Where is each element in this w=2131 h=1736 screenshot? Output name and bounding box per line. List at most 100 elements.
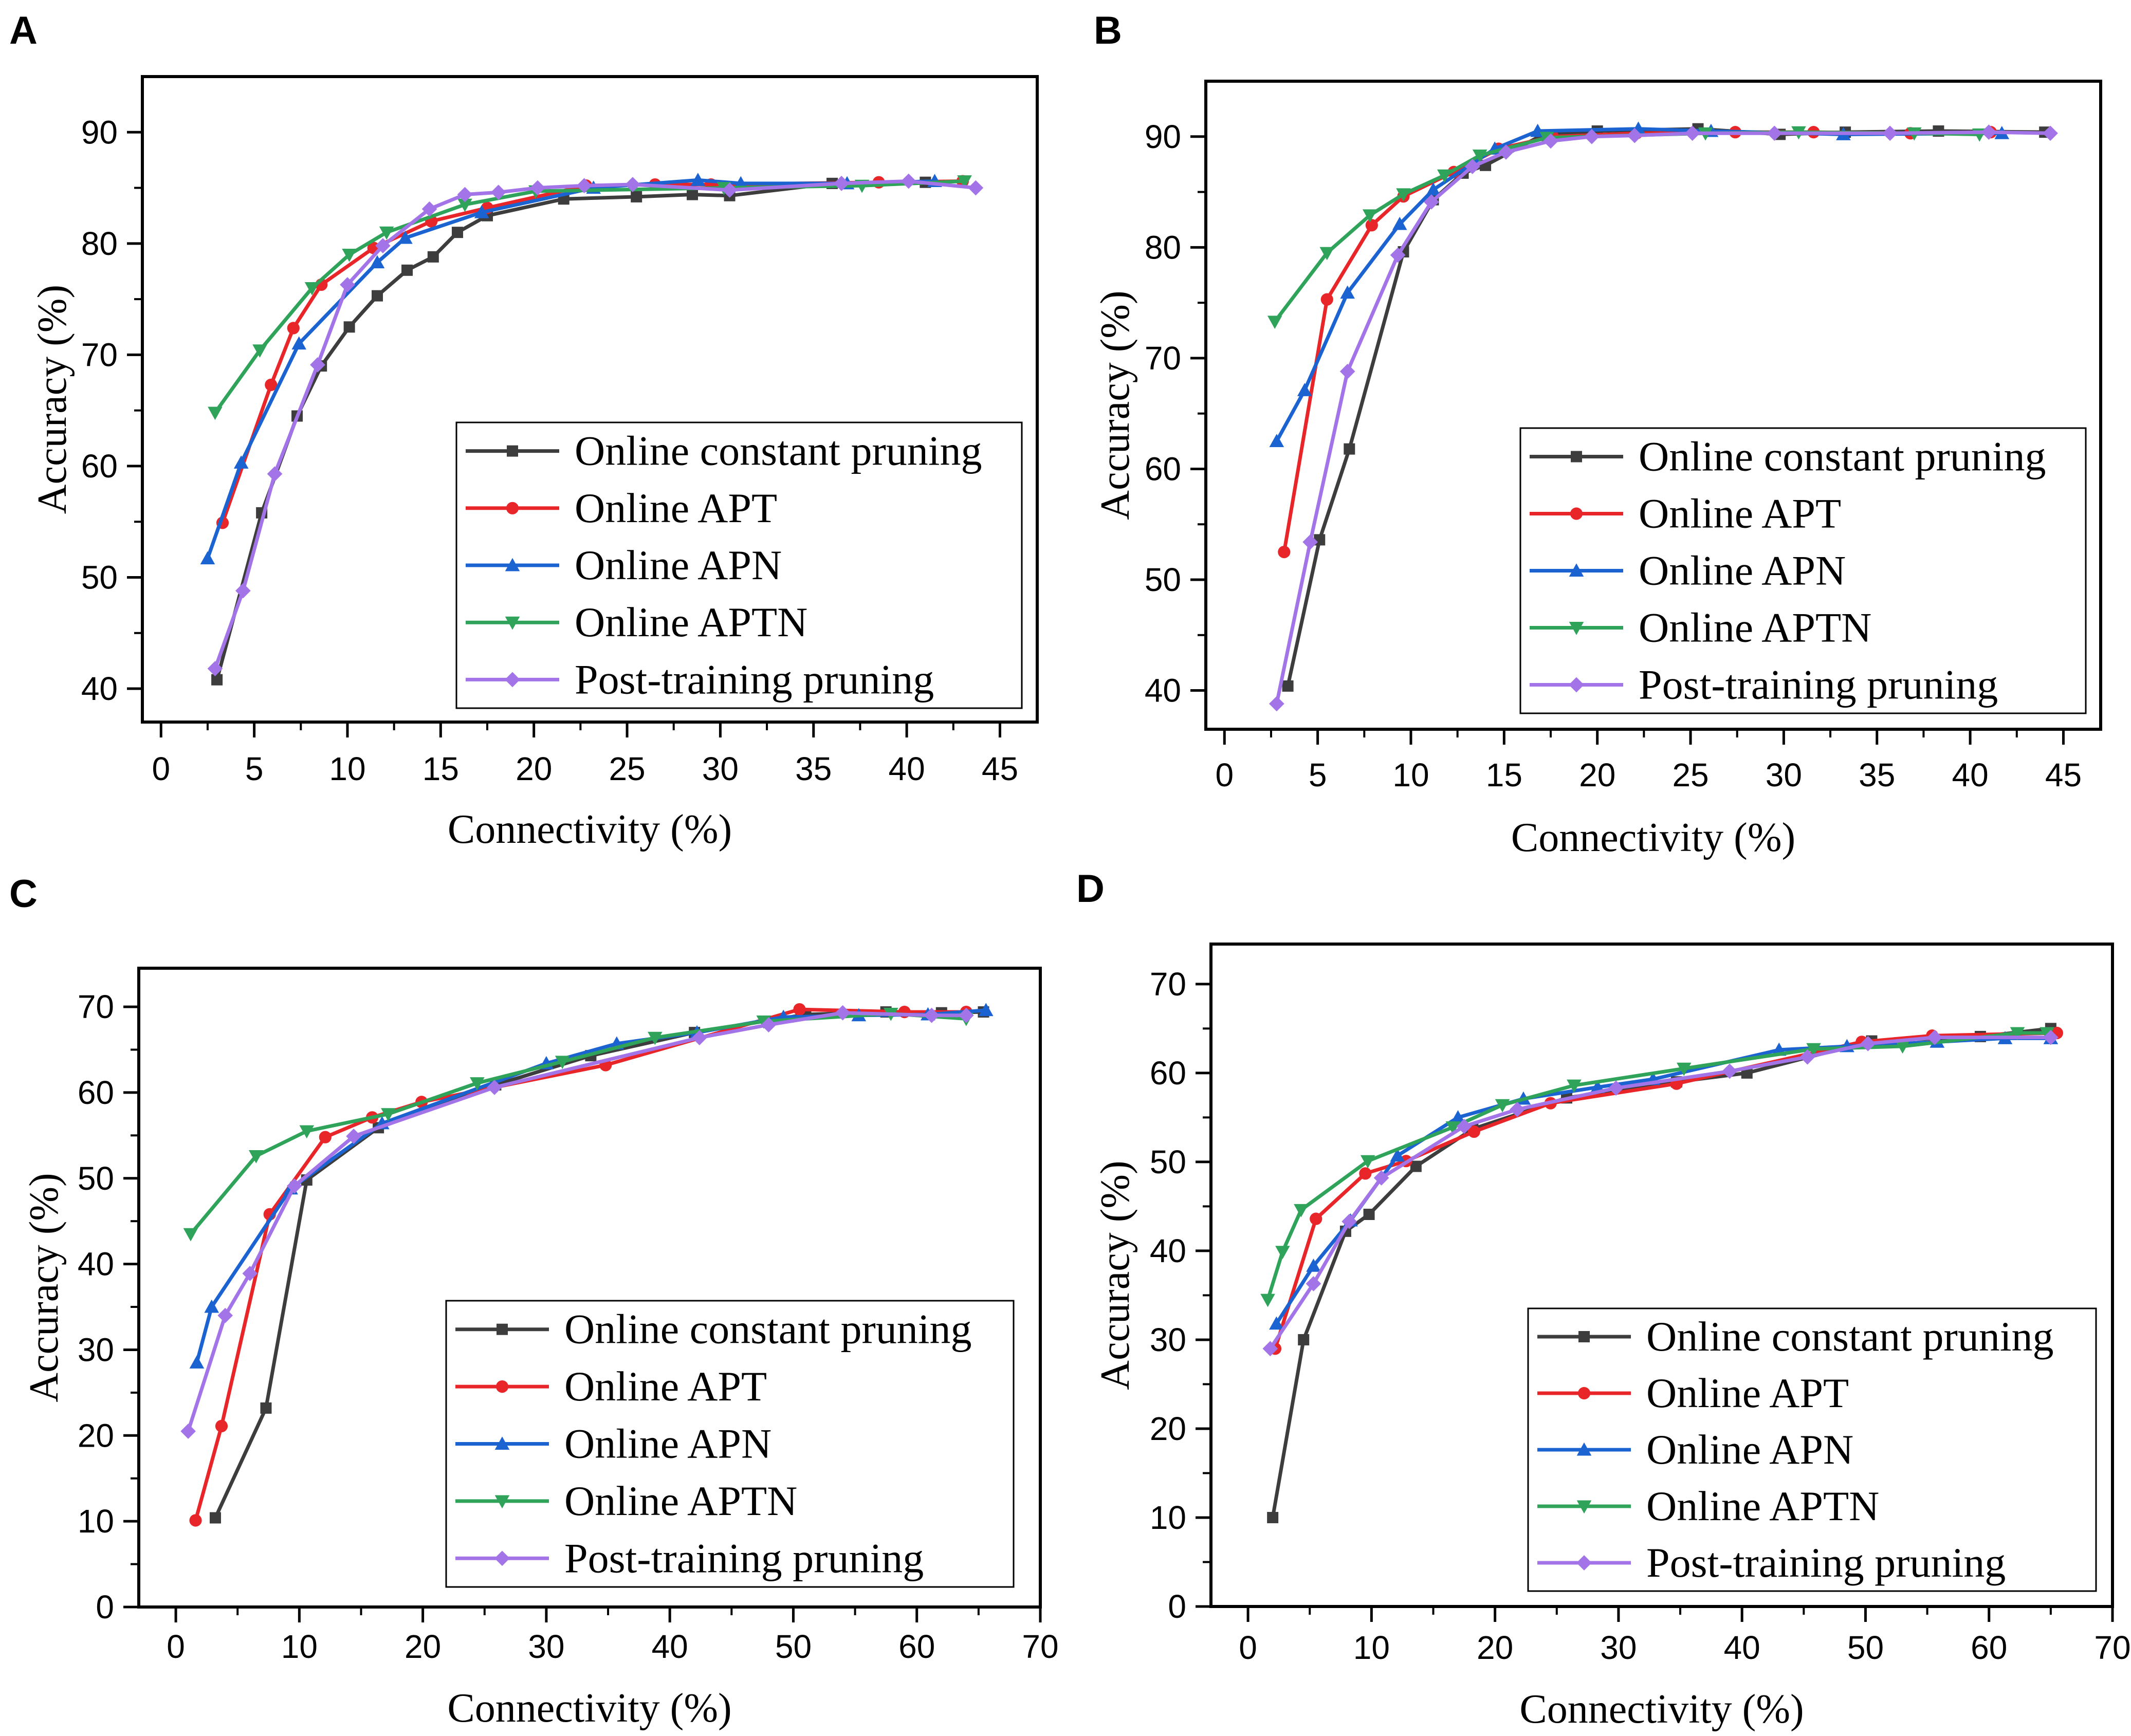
data-point [200,551,215,565]
legend-label: Online APN [575,542,782,588]
x-tick-label: 0 [1215,756,1234,793]
data-point [235,583,251,599]
legend-marker [495,1380,509,1393]
x-axis-title: Connectivity (%) [448,807,732,852]
x-tick-label: 10 [281,1628,318,1665]
x-tick-label: 0 [167,1628,185,1665]
legend-label: Online constant pruning [575,428,982,474]
data-point [1437,169,1452,183]
y-tick-label: 20 [78,1417,114,1454]
legend-marker [506,502,519,514]
data-point [1467,1125,1480,1138]
chart-panel-b: B 0 5 10 15 20 25 30 35 40 45 40 50 60 70 80 90 Connectiv… [1093,9,2102,860]
x-tick-label: 20 [1477,1629,1513,1666]
legend: Online constant pruning Online APT Online … [1527,1307,2097,1592]
data-point [299,1125,315,1139]
data-point [1344,443,1355,455]
data-point [924,1007,940,1023]
y-axis-title: Accuracy (%) [22,1173,67,1402]
x-tick-label: 5 [245,750,264,787]
data-point [370,255,385,269]
legend-label: Online APTN [564,1478,797,1524]
legend: Online constant pruning Online APT Online … [455,421,1023,709]
data-point [1269,1316,1284,1330]
data-point [1445,1121,1461,1135]
x-tick-label: 35 [795,750,832,787]
x-tick-label: 45 [982,750,1018,787]
data-point [470,1077,485,1091]
data-point [1320,293,1333,306]
data-point [686,189,698,200]
y-tick-label: 70 [1145,340,1181,377]
data-point [1339,363,1355,379]
legend-item-4: Online APTN [1537,1483,1879,1529]
y-tick-label: 20 [1150,1410,1186,1447]
panel-letter: B [1094,9,1122,52]
data-point [209,1512,221,1524]
data-point [1543,133,1558,149]
x-axis-title: Connectivity (%) [1511,815,1795,860]
panel-letter: C [9,872,38,916]
data-point [1627,127,1643,143]
legend-item-2: Online APT [466,485,777,531]
data-point [242,1266,258,1281]
data-point [1373,1170,1389,1186]
data-point [1260,1294,1275,1307]
legend-marker [1569,622,1584,635]
legend-label: Online APTN [575,599,807,645]
legend-item-5: Post-training pruning [455,1535,924,1581]
legend-marker [505,672,520,688]
x-tick-label: 5 [1309,756,1327,793]
data-point [233,455,249,469]
y-tick-label: 70 [78,988,114,1025]
series-4 [1260,1027,2054,1307]
data-point [474,205,489,218]
data-point [1410,1160,1422,1172]
legend-item-4: Online APTN [466,599,807,645]
data-point [248,1150,264,1164]
x-tick-label: 30 [702,750,739,787]
y-tick-label: 60 [78,1074,114,1111]
data-point [189,1514,202,1527]
data-point [1278,546,1291,559]
legend-item-3: Online APN [1537,1426,1853,1473]
legend-item-2: Online APT [1530,490,1841,537]
series-line [189,1011,968,1236]
x-tick-label: 70 [1022,1628,1058,1665]
data-point [2043,1029,2059,1045]
legend-marker [494,1495,510,1509]
legend: Online constant pruning Online APT Online … [445,1300,1015,1588]
series-3 [1269,1031,2059,1330]
chart-panel-c: C 0 10 20 30 40 50 60 70 0 10 20 30 40 50 60 70 Connectiv… [9,872,1059,1731]
data-point [1608,1080,1624,1096]
x-tick-label: 30 [528,1628,564,1665]
legend-marker [1576,1500,1592,1514]
legend-label: Post-training pruning [1646,1539,2006,1586]
data-point [1498,144,1514,160]
x-tick-label: 40 [1724,1629,1760,1666]
legend-label: Online APTN [1646,1483,1879,1529]
data-point [1567,1079,1582,1093]
y-axis-title: Accuracy (%) [1093,1160,1138,1390]
legend-marker [1576,1555,1592,1571]
y-tick-label: 30 [1150,1321,1186,1358]
y-tick-label: 60 [1150,1055,1186,1092]
y-tick-label: 10 [78,1503,114,1540]
x-axis-title: Connectivity (%) [1519,1687,1804,1732]
data-point [379,226,394,240]
data-point [252,344,267,358]
data-point [451,227,463,238]
y-tick-label: 40 [78,1246,114,1283]
data-point [691,1030,707,1045]
data-point [401,264,413,276]
data-point [1424,194,1439,210]
series-line [1268,1036,2053,1351]
data-point [427,251,439,263]
legend-label: Online constant pruning [564,1306,972,1353]
data-point [1806,1043,1821,1057]
data-point [343,321,355,333]
data-point [631,191,642,202]
data-point [267,466,283,482]
data-point [2010,1027,2025,1041]
x-tick-label: 20 [516,750,552,787]
